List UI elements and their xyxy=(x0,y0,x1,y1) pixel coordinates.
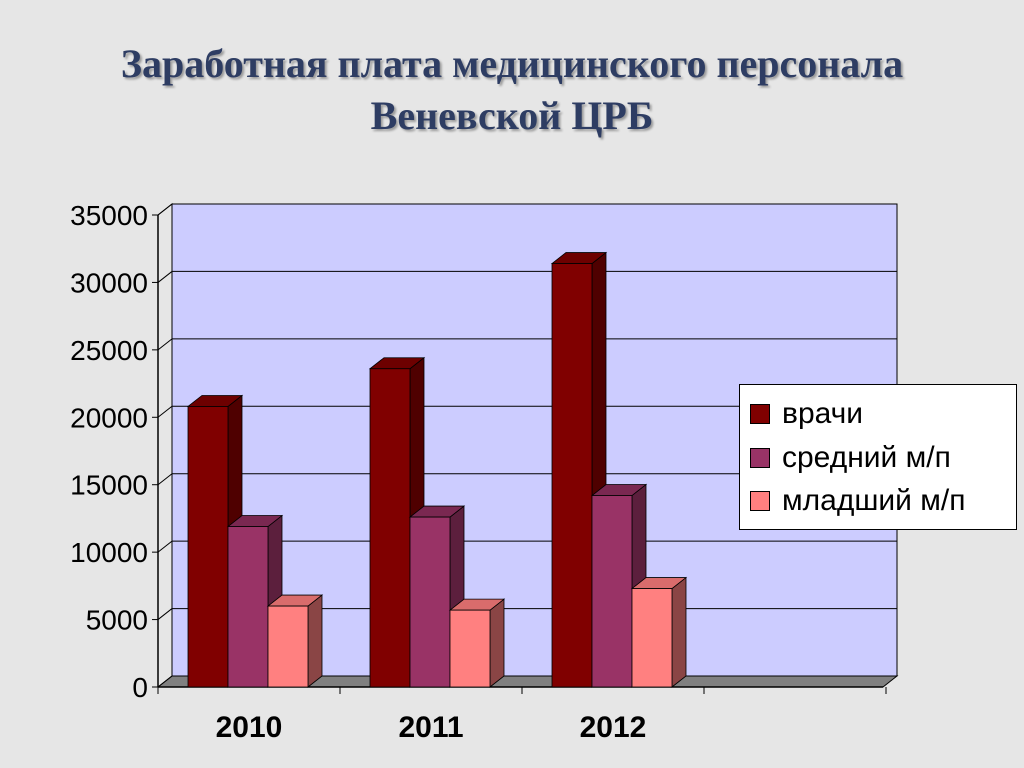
bar-side xyxy=(671,576,687,688)
y-tick-label: 20000 xyxy=(70,402,148,433)
gridline-side xyxy=(157,608,173,620)
y-tick-label: 5000 xyxy=(86,605,148,636)
legend-label-middle-staff: средний м/п xyxy=(782,441,951,474)
x-tick-label: 2011 xyxy=(398,711,463,744)
legend-swatch-junior-staff xyxy=(750,491,770,511)
chart-legend: врачи средний м/п младший м/п xyxy=(739,384,1017,530)
bar xyxy=(449,609,491,688)
gridline-side xyxy=(157,540,173,553)
legend-item-junior-staff: младший м/п xyxy=(750,484,966,517)
x-tick-label: 2010 xyxy=(216,711,283,744)
legend-swatch-doctors xyxy=(750,404,770,424)
gridline-side xyxy=(157,405,173,418)
slide-title: Заработная плата медицинского персонала … xyxy=(0,38,1024,142)
y-tick-label: 15000 xyxy=(70,470,148,501)
legend-item-doctors: врачи xyxy=(750,397,864,430)
legend-label-junior-staff: младший м/п xyxy=(782,484,966,517)
legend-swatch-middle-staff xyxy=(750,448,770,468)
x-tick-label: 2012 xyxy=(580,711,647,744)
gridline-side xyxy=(157,473,173,486)
legend-item-middle-staff: средний м/п xyxy=(750,441,951,474)
y-tick-label: 0 xyxy=(132,672,148,703)
bar-side xyxy=(307,594,323,688)
bar xyxy=(267,605,309,688)
bar xyxy=(591,495,633,688)
legend-label-doctors: врачи xyxy=(782,397,864,430)
y-tick-label: 35000 xyxy=(70,200,148,231)
title-line-2: Веневской ЦРБ xyxy=(370,93,654,138)
bar-side xyxy=(489,598,505,688)
bar xyxy=(187,406,229,688)
y-tick-label: 30000 xyxy=(70,267,148,298)
y-tick-label: 25000 xyxy=(70,335,148,366)
title-line-1: Заработная плата медицинского персонала xyxy=(120,41,904,86)
y-tick-label: 10000 xyxy=(70,537,148,568)
gridline-side xyxy=(157,271,173,283)
bar xyxy=(631,588,673,688)
bar xyxy=(369,368,411,688)
gridline-side xyxy=(157,338,173,351)
bar xyxy=(551,263,593,688)
bar xyxy=(409,516,451,688)
bar xyxy=(227,526,269,688)
